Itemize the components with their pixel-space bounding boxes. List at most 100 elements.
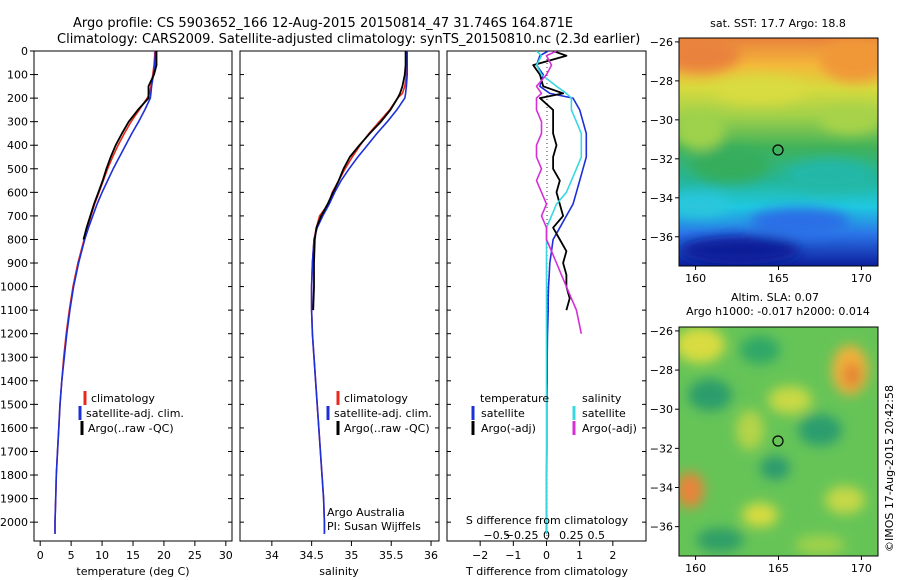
s-tick-label: −0.25 (505, 529, 539, 542)
legend-label-argo: Argo(..raw -QC) (344, 422, 430, 435)
t-difference-x-axis: −2 −1 0 1 2 (472, 541, 616, 562)
salinity-panel-frame (239, 50, 440, 542)
salinity-legend: climatology satellite-adj. clim. Argo(..… (326, 391, 432, 533)
lon-tick-label: 165 (768, 272, 789, 285)
lat-tick-label: −28 (650, 364, 673, 377)
lat-tick-label: −32 (650, 442, 673, 455)
depth-tick-label: 1200 (0, 328, 28, 341)
sst-map-axes: 160 165 170 −26 −28 −30 −32 −34 −36 (650, 36, 872, 285)
sla-map (679, 327, 878, 556)
argo-australia-note: Argo Australia (327, 506, 405, 519)
depth-tick-label: 1600 (0, 422, 28, 435)
depth-tick-label: 1900 (0, 493, 28, 506)
depth-tick-label: 100 (7, 69, 28, 82)
temperature-legend: climatology satellite-adj. clim. Argo(..… (78, 391, 184, 435)
depth-axis: 0 100 200 300 400 500 600 700 800 900 1000 1100 1200… (0, 45, 646, 529)
series-salinity-argo-adj (535, 51, 583, 334)
x-tick-label: 15 (126, 549, 140, 562)
lat-tick-label: −26 (650, 325, 673, 338)
series-satellite-adj-clim (310, 51, 409, 534)
temperature-panel-frame (33, 50, 233, 542)
sst-profile-marker (772, 144, 784, 156)
lon-tick-label: 160 (685, 562, 706, 575)
sla-map-title-line1: Altim. SLA: 0.07 (731, 291, 819, 304)
series-salinity-satellite (535, 51, 583, 534)
series-climatology (310, 51, 408, 534)
s-difference-axis-label: S difference from climatology (466, 514, 629, 527)
series-climatology (54, 51, 156, 534)
depth-tick-label: 2000 (0, 516, 28, 529)
s-tick-label: 0.5 (588, 529, 606, 542)
series-argo-raw-qc (82, 51, 158, 240)
sla-texture (679, 327, 868, 555)
s-tick-label: −0.5 (483, 529, 510, 542)
difference-legend: temperature satellite Argo(-adj) salinit… (471, 392, 637, 435)
depth-tick-label: 900 (7, 257, 28, 270)
x-tick-label: −1 (505, 549, 521, 562)
pi-name-note: PI: Susan Wijffels (327, 520, 421, 533)
depth-tick-label: 1000 (0, 281, 28, 294)
legend-label-satellite: satellite-adj. clim. (334, 407, 432, 420)
depth-tick-label: 500 (7, 163, 28, 176)
s-tick-label: 0 (543, 529, 550, 542)
s-tick-label: 0.25 (559, 529, 584, 542)
depth-tick-label: 1700 (0, 445, 28, 458)
x-tick-label: 34.5 (299, 549, 324, 562)
difference-series-group (532, 51, 588, 541)
temperature-x-axis: 0 5 10 15 20 25 30 (37, 541, 233, 562)
lat-tick-label: −34 (650, 192, 673, 205)
lat-tick-label: −32 (650, 153, 673, 166)
lat-tick-label: −28 (650, 75, 673, 88)
x-tick-label: 0 (543, 549, 550, 562)
depth-tick-label: 1800 (0, 469, 28, 482)
imos-credit: ©IMOS 17-Aug-2015 20:42:58 (883, 385, 896, 552)
lat-tick-label: −30 (650, 403, 673, 416)
salinity-x-axis: 34 34.5 35 35.5 36 (265, 541, 438, 562)
legend-label-climatology: climatology (91, 392, 155, 405)
depth-tick-label: 200 (7, 92, 28, 105)
depth-tick-label: 1300 (0, 351, 28, 364)
sst-map-title: sat. SST: 17.7 Argo: 18.8 (710, 17, 846, 30)
legend-label-climatology: climatology (344, 392, 408, 405)
lat-tick-label: −30 (650, 114, 673, 127)
x-tick-label: 2 (609, 549, 616, 562)
lat-tick-label: −36 (650, 231, 673, 244)
lon-tick-label: 160 (685, 272, 706, 285)
lon-tick-label: 170 (851, 272, 872, 285)
lat-tick-label: −26 (650, 36, 673, 49)
legend-label-t-argo: Argo(-adj) (481, 422, 536, 435)
legend-label-t-satellite: satellite (481, 407, 525, 420)
legend-heading-salinity: salinity (582, 392, 622, 405)
sst-map (679, 38, 878, 266)
depth-tick-label: 700 (7, 210, 28, 223)
s-difference-x-axis: −0.5−0.25 0 0.25 0.5 (483, 529, 605, 542)
sla-map-axes: 160 165 170 −26 −28 −30 −32 −34 −36 (650, 325, 872, 575)
x-tick-label: 10 (95, 549, 109, 562)
lat-tick-label: −34 (650, 481, 673, 494)
x-tick-label: 5 (68, 549, 75, 562)
series-temperature-satellite (535, 51, 588, 534)
legend-label-s-satellite: satellite (582, 407, 626, 420)
sla-profile-marker (772, 435, 784, 447)
x-tick-label: 36 (424, 549, 438, 562)
temperature-series-group (54, 51, 158, 534)
series-argo-raw-qc (312, 51, 407, 311)
temperature-axis-label: temperature (deg C) (76, 565, 189, 578)
figure-title-line2: Climatology: CARS2009. Satellite-adjuste… (57, 32, 640, 47)
depth-tick-label: 800 (7, 233, 28, 246)
legend-label-satellite: satellite-adj. clim. (86, 407, 184, 420)
x-tick-label: 25 (188, 549, 202, 562)
x-tick-label: 30 (219, 549, 233, 562)
lon-tick-label: 165 (768, 562, 789, 575)
x-tick-label: 20 (157, 549, 171, 562)
depth-tick-label: 0 (21, 45, 28, 58)
depth-tick-label: 400 (7, 139, 28, 152)
t-difference-axis-label: T difference from climatology (465, 565, 628, 578)
series-temperature-argo-adj (532, 51, 571, 311)
x-tick-label: 0 (37, 549, 44, 562)
depth-tick-label: 1400 (0, 375, 28, 388)
legend-label-argo: Argo(..raw -QC) (88, 422, 174, 435)
sst-texture (679, 38, 878, 264)
lat-tick-label: −36 (650, 521, 673, 534)
x-tick-label: 1 (576, 549, 583, 562)
